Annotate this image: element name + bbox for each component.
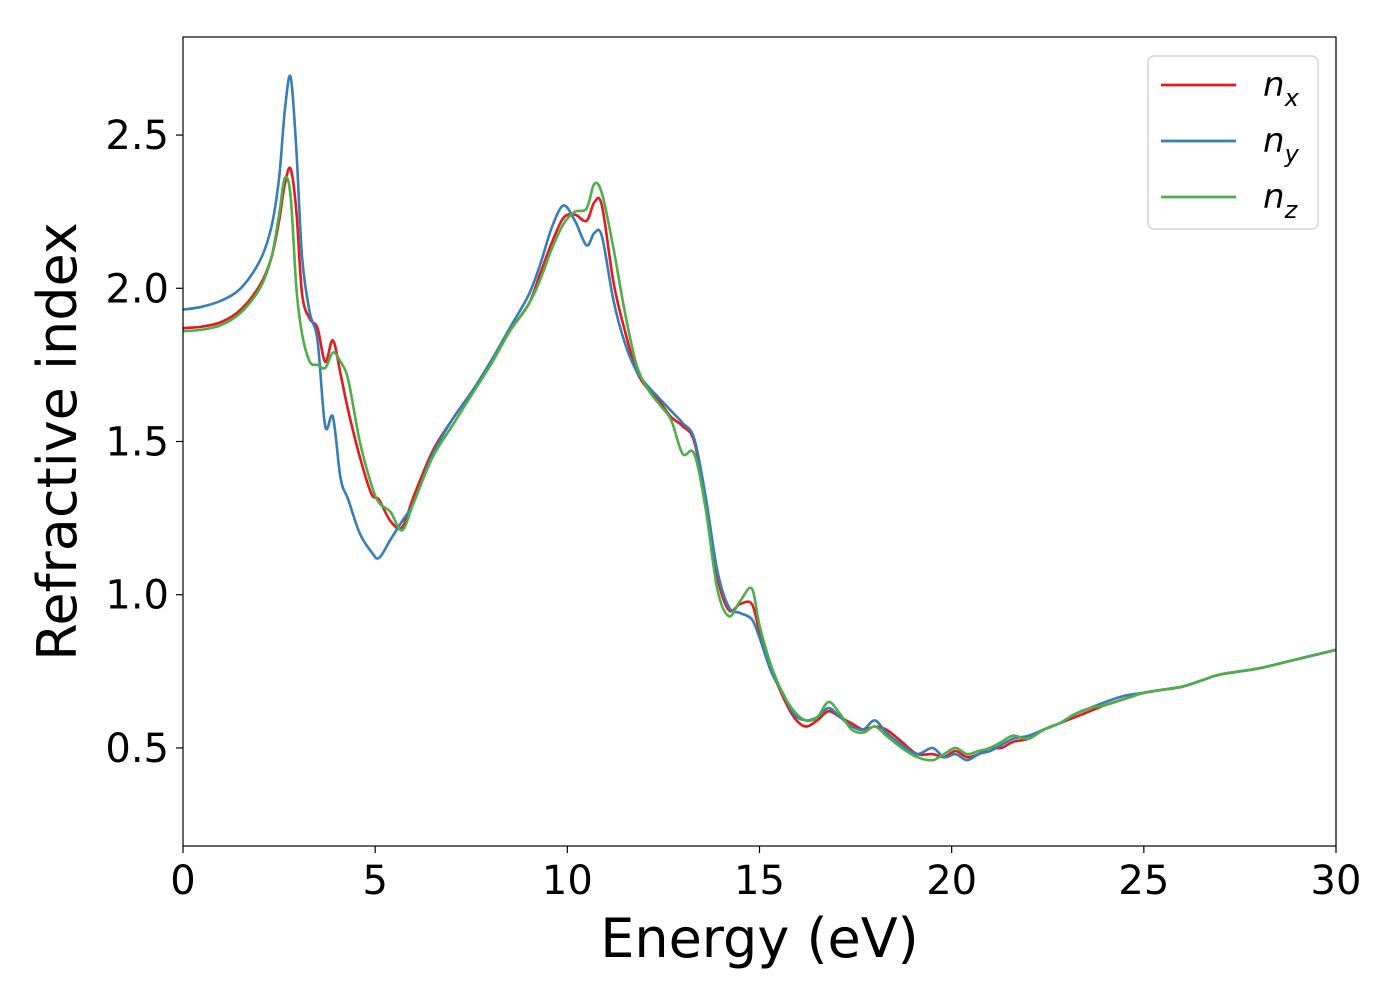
x-tick-label: 15 [734, 858, 785, 904]
series-line-z [183, 175, 1336, 762]
x-axis-label: Energy (eV) [600, 907, 919, 970]
series-layer [183, 74, 1336, 762]
y-tick-label: 2.0 [105, 266, 169, 312]
y-tick-label: 0.5 [105, 726, 169, 772]
x-axis-ticks: 0 5 10 15 20 25 30 [170, 846, 1361, 904]
y-tick-label: 1.5 [105, 420, 169, 466]
x-tick-label: 25 [1118, 858, 1169, 904]
y-tick-label: 1.0 [105, 573, 169, 619]
legend-label-z: nz [1263, 177, 1299, 224]
series-line-y [183, 74, 1336, 762]
y-axis-label: Refractive index [26, 222, 89, 661]
x-tick-label: 5 [362, 858, 387, 904]
x-tick-label: 20 [926, 858, 977, 904]
legend: nx ny nz [1147, 55, 1319, 230]
x-tick-label: 10 [542, 858, 593, 904]
y-axis-ticks: 0.5 1.0 1.5 2.0 2.5 [105, 113, 183, 772]
x-tick-label: 0 [170, 858, 195, 904]
y-tick-label: 2.5 [105, 113, 169, 159]
legend-label-y: ny [1263, 121, 1300, 168]
x-tick-label: 30 [1311, 858, 1362, 904]
legend-label-x: nx [1263, 65, 1300, 112]
legend-box [1147, 55, 1319, 230]
